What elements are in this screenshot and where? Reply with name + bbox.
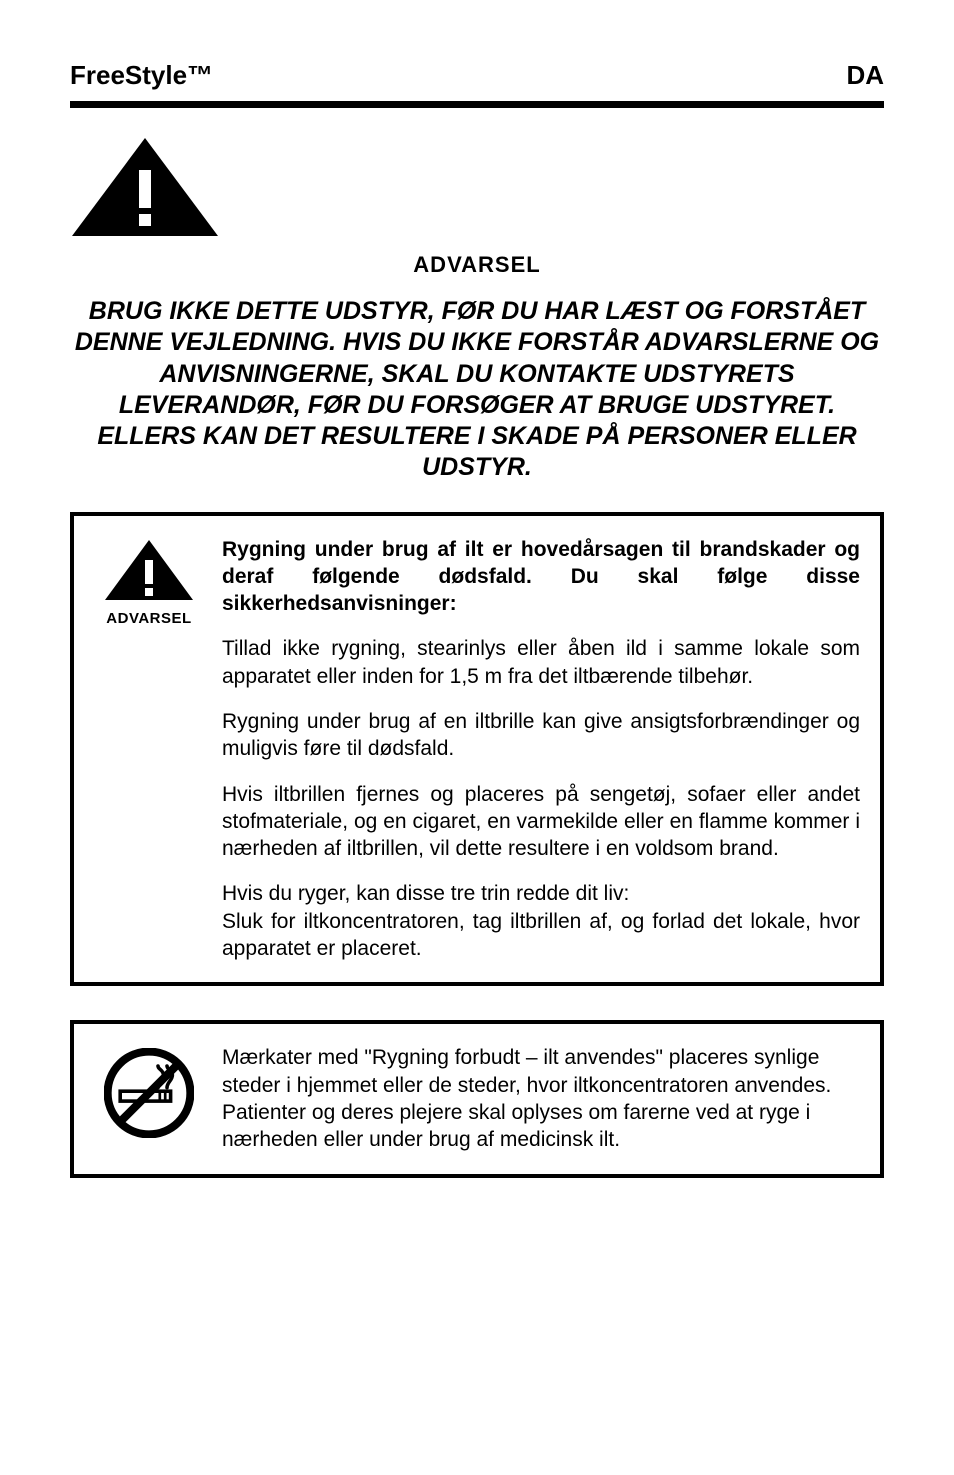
box1-p3: Rygning under brug af en iltbrille kan g… bbox=[222, 708, 860, 763]
warning-box-1: ADVARSEL Rygning under brug af ilt er ho… bbox=[70, 512, 884, 987]
box2-icon-col bbox=[94, 1044, 204, 1138]
box1-p4: Hvis iltbrillen fjernes og placeres på s… bbox=[222, 781, 860, 863]
box1-p5b: Sluk for iltkoncentratoren, tag iltbrill… bbox=[222, 910, 860, 960]
warning-icon-label: ADVARSEL bbox=[70, 252, 884, 278]
header-rule bbox=[70, 101, 884, 108]
box1-icon-label: ADVARSEL bbox=[106, 610, 191, 627]
header-row: FreeStyle™ DA bbox=[70, 60, 884, 101]
header-right: DA bbox=[846, 60, 884, 91]
warning-box-2: Mærkater med "Rygning forbudt – ilt anve… bbox=[70, 1020, 884, 1177]
box1-p1: Rygning under brug af ilt er hovedårsage… bbox=[222, 536, 860, 618]
warning-icon-block: ADVARSEL bbox=[70, 138, 884, 278]
main-heading: BRUG IKKE DETTE UDSTYR, FØR DU HAR LÆST … bbox=[70, 296, 884, 484]
box2-text: Mærkater med "Rygning forbudt – ilt anve… bbox=[222, 1044, 860, 1153]
box1-text: Rygning under brug af ilt er hovedårsage… bbox=[222, 536, 860, 963]
box1-p2: Tillad ikke rygning, stearinlys eller åb… bbox=[222, 635, 860, 690]
header-left: FreeStyle™ bbox=[70, 60, 213, 91]
page: FreeStyle™ DA ADVARSEL BRUG IKKE DETTE U… bbox=[0, 0, 954, 1475]
box1-p5: Hvis du ryger, kan disse tre trin redde … bbox=[222, 880, 860, 962]
no-smoking-icon bbox=[104, 1048, 194, 1138]
box1-p5a: Hvis du ryger, kan disse tre trin redde … bbox=[222, 882, 629, 905]
box2-p1: Mærkater med "Rygning forbudt – ilt anve… bbox=[222, 1044, 860, 1153]
box1-icon-col: ADVARSEL bbox=[94, 536, 204, 627]
warning-triangle-icon bbox=[104, 540, 194, 606]
warning-triangle-icon bbox=[70, 138, 220, 248]
